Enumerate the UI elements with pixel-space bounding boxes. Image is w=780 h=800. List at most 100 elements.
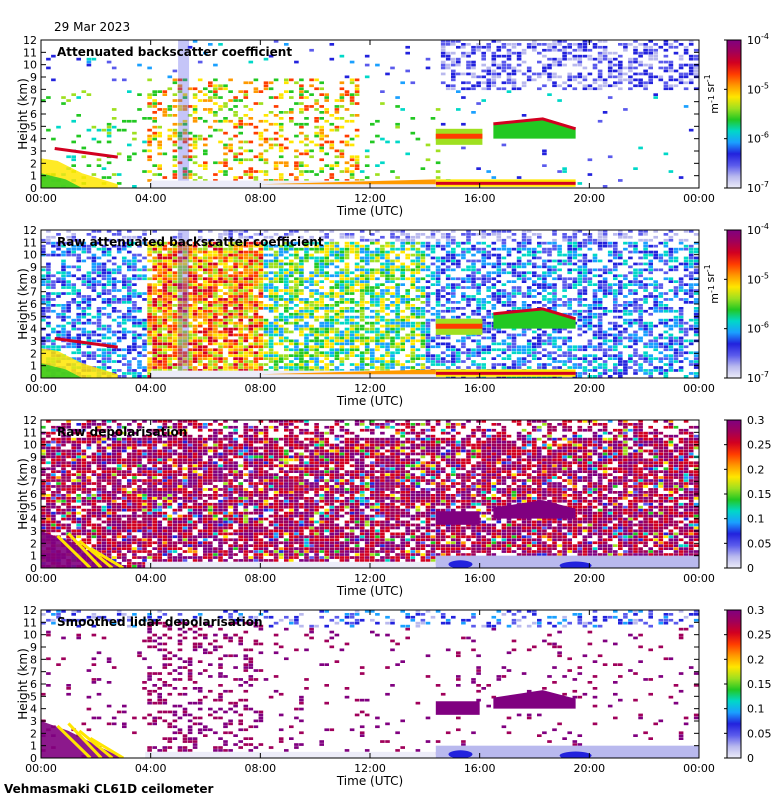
heatmap-cell: [203, 312, 208, 316]
heatmap-cell: [304, 298, 309, 301]
heatmap-cell: [253, 241, 259, 245]
heatmap-cell: [461, 43, 466, 46]
heatmap-cell: [461, 345, 466, 349]
heatmap-cell: [258, 318, 264, 322]
heatmap-cell: [491, 60, 497, 64]
heatmap-cell: [116, 336, 122, 340]
heatmap-cell: [319, 146, 324, 150]
heatmap-cell: [415, 280, 421, 283]
heatmap-cell: [203, 238, 208, 242]
heatmap-cell: [273, 298, 279, 301]
heatmap-cell: [491, 304, 497, 307]
heatmap-cell: [228, 137, 233, 141]
heatmap-cell: [238, 256, 243, 260]
heatmap-cell: [385, 348, 390, 352]
heatmap-cell: [162, 283, 168, 286]
heatmap-cell: [370, 324, 375, 328]
heatmap-cell: [81, 241, 87, 245]
heatmap-cell: [445, 51, 451, 55]
heatmap-cell: [339, 233, 345, 236]
heatmap-cell: [223, 336, 228, 340]
heatmap-cell: [577, 265, 583, 269]
heatmap-cell: [435, 241, 441, 245]
heatmap-cell: [501, 54, 507, 58]
heatmap-cell: [430, 339, 436, 343]
heatmap-cell: [213, 262, 218, 266]
heatmap-cell: [324, 119, 329, 123]
heatmap-cell: [577, 324, 583, 328]
heatmap-cell: [380, 161, 385, 165]
heatmap-cell: [66, 253, 71, 257]
heatmap-cell: [238, 339, 243, 343]
heatmap-cell: [445, 87, 451, 91]
heatmap-cell: [263, 262, 269, 266]
heatmap-cell: [223, 309, 228, 313]
heatmap-cell: [334, 336, 340, 340]
heatmap-cell: [71, 327, 76, 331]
heatmap-cell: [147, 321, 152, 325]
heatmap-cell: [567, 345, 572, 349]
heatmap-cell: [339, 330, 345, 334]
heatmap-cell: [86, 244, 92, 248]
heatmap-cell: [278, 339, 284, 343]
heatmap-cell: [157, 259, 162, 263]
heatmap-cell: [607, 75, 613, 79]
heatmap-cell: [253, 327, 259, 331]
heatmap-cell: [511, 351, 517, 355]
heatmap-cell: [228, 268, 233, 272]
heatmap-cell: [451, 354, 456, 357]
heatmap-cell: [177, 318, 183, 322]
heatmap-cell: [61, 259, 66, 263]
heatmap-cell: [284, 262, 289, 266]
heatmap-cell: [562, 354, 567, 357]
heatmap-cell: [476, 81, 481, 85]
heatmap-cell: [476, 250, 481, 254]
heatmap-cell: [152, 117, 157, 120]
heatmap-cell: [663, 81, 669, 85]
heatmap-cell: [162, 114, 168, 117]
heatmap-cell: [167, 241, 173, 245]
heatmap-cell: [238, 241, 243, 245]
heatmap-cell: [41, 274, 46, 278]
heatmap-cell: [243, 149, 249, 153]
heatmap-cell: [329, 244, 335, 248]
heatmap-cell: [71, 250, 76, 254]
heatmap-cell: [516, 307, 522, 310]
heatmap-cell: [471, 309, 476, 313]
heatmap-cell: [607, 60, 613, 64]
heatmap-cell: [182, 244, 188, 248]
heatmap-cell: [440, 66, 446, 70]
heatmap-cell: [359, 170, 365, 173]
heatmap-cell: [466, 274, 471, 278]
heatmap-cell: [208, 366, 213, 369]
heatmap-cell: [526, 327, 532, 331]
heatmap-cell: [106, 277, 112, 281]
heatmap-cell: [435, 238, 441, 242]
heatmap-cell: [61, 327, 66, 331]
heatmap-cell: [319, 265, 324, 269]
heatmap-cell: [466, 51, 471, 55]
heatmap-cell: [542, 250, 547, 254]
heatmap-cell: [162, 351, 168, 355]
heatmap-cell: [177, 131, 183, 135]
heatmap-cell: [243, 363, 249, 366]
heatmap-cell: [370, 122, 375, 126]
heatmap-cell: [51, 280, 56, 283]
heatmap-cell: [405, 289, 410, 292]
heatmap-cell: [562, 351, 567, 355]
heatmap-cell: [223, 143, 228, 147]
heatmap-cell: [628, 75, 633, 79]
heatmap-cell: [425, 333, 431, 337]
heatmap-cell: [167, 283, 173, 286]
heatmap-cell: [299, 327, 304, 331]
heatmap-cell: [56, 125, 61, 129]
heatmap-cell: [142, 274, 147, 278]
heatmap-cell: [299, 259, 304, 263]
heatmap-cell: [258, 295, 264, 298]
heatmap-cell: [91, 253, 97, 257]
heatmap-cell: [354, 366, 360, 369]
heatmap-cell: [375, 348, 380, 352]
heatmap-cell: [294, 176, 299, 179]
heatmap-cell: [577, 295, 583, 298]
heatmap-cell: [501, 81, 507, 85]
